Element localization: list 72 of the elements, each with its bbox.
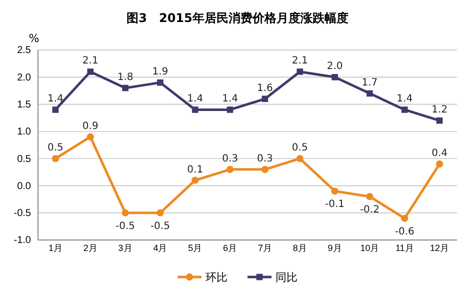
data-label: 1.4	[48, 94, 64, 105]
point	[157, 79, 164, 86]
data-label: 2.1	[292, 56, 308, 67]
y-axis-title: %	[28, 32, 40, 45]
point	[332, 74, 338, 80]
x-tick-label: 6月	[223, 243, 238, 253]
point	[401, 214, 408, 222]
data-label: 1.2	[432, 104, 448, 116]
data-label: -0.5	[150, 220, 170, 232]
y-tick-label: 1.5	[17, 99, 32, 110]
point	[296, 155, 304, 162]
x-tick-label: 3月	[118, 243, 132, 253]
data-label: 0.3	[222, 153, 238, 164]
point	[192, 106, 198, 113]
point	[436, 117, 443, 124]
data-label: 0.9	[82, 120, 98, 132]
data-label: 0.3	[257, 153, 273, 164]
x-tick-label: 5月	[188, 243, 202, 253]
x-tick-label: 9月	[328, 243, 342, 253]
data-label: 1.4	[187, 94, 204, 105]
point	[156, 209, 164, 216]
x-tick-label: 1月	[48, 243, 62, 253]
data-label: 1.4	[396, 94, 413, 105]
data-label: -0.1	[325, 199, 345, 210]
data-label: 2.1	[82, 56, 98, 67]
y-tick-label: 2.5	[17, 45, 32, 56]
point	[52, 155, 60, 162]
legend-label: 环比	[206, 271, 228, 284]
point	[192, 176, 199, 184]
data-label: 2.0	[326, 61, 343, 72]
x-tick-label: 8月	[292, 243, 307, 253]
point	[331, 188, 338, 195]
data-label: -0.6	[394, 226, 414, 238]
point	[261, 166, 269, 173]
y-tick-label: -0.5	[14, 208, 32, 220]
point	[226, 106, 234, 113]
data-label: 1.9	[152, 66, 168, 78]
y-tick-label: 1.0	[17, 126, 32, 138]
data-label: 0.1	[187, 164, 204, 176]
x-tick-label: 11月	[395, 243, 414, 253]
point	[366, 90, 373, 97]
y-tick-label: 0.0	[17, 180, 32, 192]
point	[226, 166, 234, 173]
point	[436, 160, 444, 168]
data-label: 1.7	[362, 77, 378, 88]
data-label: 0.4	[432, 148, 448, 159]
data-label: -0.2	[360, 204, 380, 216]
point	[86, 133, 94, 140]
data-label: 1.4	[222, 94, 238, 105]
y-tick-label: -1.0	[14, 235, 32, 246]
point	[401, 106, 408, 113]
x-tick-label: 7月	[258, 243, 272, 253]
point	[122, 209, 129, 216]
point	[122, 84, 128, 92]
x-tick-label: 12月	[430, 243, 450, 253]
data-label: 0.5	[292, 142, 308, 154]
point	[262, 96, 268, 102]
legend-label: 同比	[276, 271, 298, 284]
x-tick-label: 2月	[83, 243, 98, 253]
x-tick-label: 4月	[153, 243, 168, 253]
y-tick-label: 0.5	[17, 154, 32, 165]
chart-title: 图3 2015年居民消费价格月度涨跌幅度	[126, 11, 348, 25]
point	[52, 106, 59, 113]
data-label: 0.5	[48, 142, 64, 154]
data-label: 1.8	[117, 72, 134, 83]
point	[296, 68, 304, 75]
data-label: 1.6	[257, 82, 273, 94]
y-tick-label: 2.0	[17, 72, 32, 84]
x-tick-label: 10月	[360, 243, 380, 253]
data-label: -0.5	[116, 220, 136, 232]
point	[87, 68, 94, 75]
point	[366, 193, 374, 200]
